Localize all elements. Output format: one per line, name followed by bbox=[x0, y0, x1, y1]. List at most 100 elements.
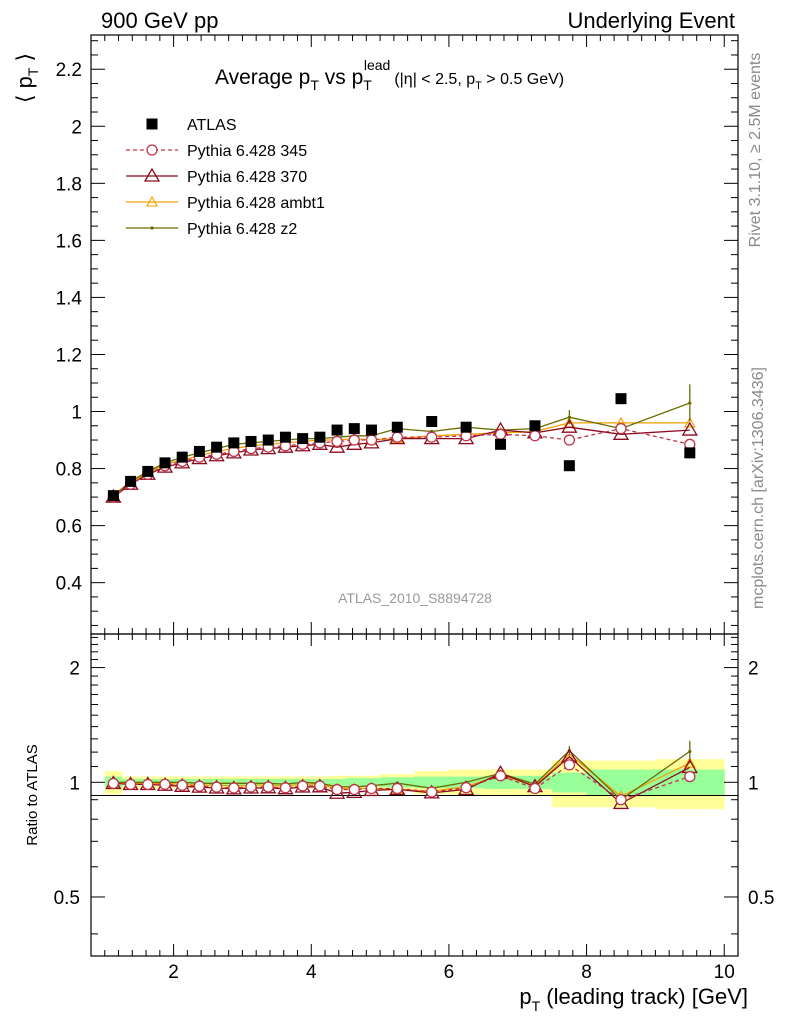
legend-label-ambt1: Pythia 6.428 ambt1 bbox=[187, 195, 325, 212]
legend-marker-p370 bbox=[143, 167, 161, 182]
main-point-atlas bbox=[426, 415, 438, 427]
main-point-atlas bbox=[331, 424, 343, 436]
ratio-series bbox=[105, 740, 698, 810]
main-point-p345 bbox=[348, 434, 360, 446]
ratio-point-p345 bbox=[245, 781, 257, 793]
ratio-x-tick-label: 8 bbox=[581, 962, 592, 983]
main-point-atlas bbox=[365, 424, 377, 436]
ratio-point-p345 bbox=[529, 782, 541, 795]
ratio-point-p345 bbox=[348, 783, 360, 796]
main-point-atlas bbox=[159, 457, 171, 469]
xlabel-pre: p bbox=[519, 984, 531, 1009]
ratio-point-p345 bbox=[615, 794, 627, 806]
ratio-y-tick-label: 0.5 bbox=[54, 888, 80, 909]
ratio-y-tick-label-right: 2 bbox=[748, 659, 759, 680]
main-point-atlas bbox=[142, 465, 154, 477]
main-point-atlas bbox=[107, 490, 119, 502]
ratio-frame bbox=[90, 633, 739, 957]
title-sub2: T bbox=[363, 77, 372, 93]
main-point-p345 bbox=[426, 431, 438, 443]
main-y-tick-label: 1.2 bbox=[56, 345, 82, 366]
main-point-p345 bbox=[529, 430, 541, 442]
main-y-tick-label: 0.8 bbox=[56, 460, 82, 481]
ratio-band-inner bbox=[328, 779, 347, 786]
title-sup: lead bbox=[364, 57, 390, 73]
main-y-tick-label: 1.4 bbox=[56, 288, 83, 309]
main-y-tick-label: 1.8 bbox=[56, 174, 82, 195]
main-y-tick-label: 0.4 bbox=[56, 574, 83, 595]
ratio-x-tick-label: 2 bbox=[168, 962, 179, 983]
title-cutsub: T bbox=[475, 80, 482, 92]
main-point-p370 bbox=[612, 426, 630, 440]
ratio-point-z2 bbox=[688, 749, 692, 754]
ratio-point-p345 bbox=[365, 782, 378, 795]
ratio-panel: 2 4 6 8 10 0.5 0.5 1 1 2 2 Ratio to ATLAS pT (lead… bbox=[24, 633, 774, 1014]
title-cutend: > 0.5 GeV) bbox=[482, 71, 564, 88]
ratio-y-tick-label: 1 bbox=[69, 773, 80, 794]
xlabel-sub: T bbox=[532, 998, 541, 1014]
ratio-point-p345 bbox=[107, 777, 120, 790]
ratio-x-tick-label: 6 bbox=[444, 962, 455, 983]
main-point-atlas bbox=[279, 431, 291, 443]
main-point-p345 bbox=[494, 428, 507, 440]
xlabel-post: (leading track) [GeV] bbox=[540, 984, 748, 1009]
main-point-z2 bbox=[567, 415, 571, 419]
ratio-band-inner bbox=[345, 778, 364, 787]
main-point-p370 bbox=[561, 418, 578, 433]
ratio-point-ambt1 bbox=[683, 756, 696, 768]
main-y-tick-label: 1.6 bbox=[56, 231, 82, 252]
legend-label-p345: Pythia 6.428 345 bbox=[187, 143, 307, 160]
ratio-band-inner bbox=[362, 778, 381, 787]
main-point-atlas bbox=[228, 437, 240, 449]
main-point-atlas bbox=[460, 421, 472, 433]
ratio-point-p345 bbox=[159, 778, 171, 790]
ylabel-pre: ⟨ p bbox=[12, 76, 37, 103]
ratio-point-p345 bbox=[142, 778, 154, 791]
ratio-x-tick-label: 10 bbox=[714, 962, 735, 983]
ratio-y-axis-label: Ratio to ATLAS bbox=[24, 744, 41, 845]
header-right: Underlying Event bbox=[567, 8, 735, 33]
ratio-band-inner bbox=[414, 776, 450, 789]
main-point-atlas bbox=[176, 451, 188, 463]
main-axis-ticks: 0.4 0.6 0.8 1 1.2 1.4 1.6 1.8 2 2.2 bbox=[56, 35, 738, 634]
legend-label-atlas: ATLAS bbox=[187, 117, 237, 134]
y-axis-label: ⟨ pT ⟩ bbox=[12, 53, 41, 103]
ratio-y-tick-label-right: 1 bbox=[748, 773, 759, 794]
main-point-atlas bbox=[495, 438, 507, 450]
main-point-p345 bbox=[563, 434, 576, 446]
main-point-atlas bbox=[529, 420, 541, 432]
ratio-point-p345 bbox=[297, 780, 309, 792]
legend-marker-ambt1 bbox=[146, 195, 158, 207]
main-point-p345 bbox=[331, 435, 343, 448]
main-point-atlas bbox=[563, 460, 575, 472]
ratio-point-p345 bbox=[331, 783, 343, 796]
legend-label-z2: Pythia 6.428 z2 bbox=[187, 221, 297, 238]
legend-marker-atlas bbox=[146, 118, 158, 130]
ratio-point-p345 bbox=[228, 782, 240, 794]
main-point-atlas bbox=[348, 423, 360, 435]
main-point-atlas bbox=[125, 475, 137, 487]
main-point-atlas bbox=[245, 435, 257, 447]
ratio-point-p345 bbox=[279, 782, 292, 794]
legend: ATLAS Pythia 6.428 345 Pythia 6.428 370 Pyt… bbox=[126, 117, 325, 238]
ylabel-sub: T bbox=[25, 67, 41, 76]
main-point-ambt1 bbox=[683, 416, 696, 428]
main-series bbox=[105, 384, 698, 503]
main-y-tick-label: 2.2 bbox=[56, 60, 82, 81]
main-point-p370 bbox=[681, 421, 698, 436]
main-point-p370 bbox=[328, 438, 346, 453]
main-panel: 0.40.60.811.21.41.61.822.2 Average pT vs… bbox=[12, 34, 739, 635]
x-axis-label: pT (leading track) [GeV] bbox=[519, 984, 748, 1014]
title-mid: vs p bbox=[319, 66, 363, 89]
main-point-atlas bbox=[262, 434, 274, 446]
main-point-atlas bbox=[314, 431, 326, 443]
main-point-p345 bbox=[365, 434, 378, 446]
main-point-p345 bbox=[391, 431, 403, 443]
ratio-point-p345 bbox=[124, 778, 137, 791]
main-y-tick-label: 0.6 bbox=[56, 517, 82, 538]
title-cut: (|η| < 2.5, p bbox=[394, 71, 475, 88]
title-sub1: T bbox=[310, 77, 319, 93]
main-y-tick-label: 1 bbox=[71, 403, 82, 424]
ratio-point-p345 bbox=[494, 770, 507, 782]
